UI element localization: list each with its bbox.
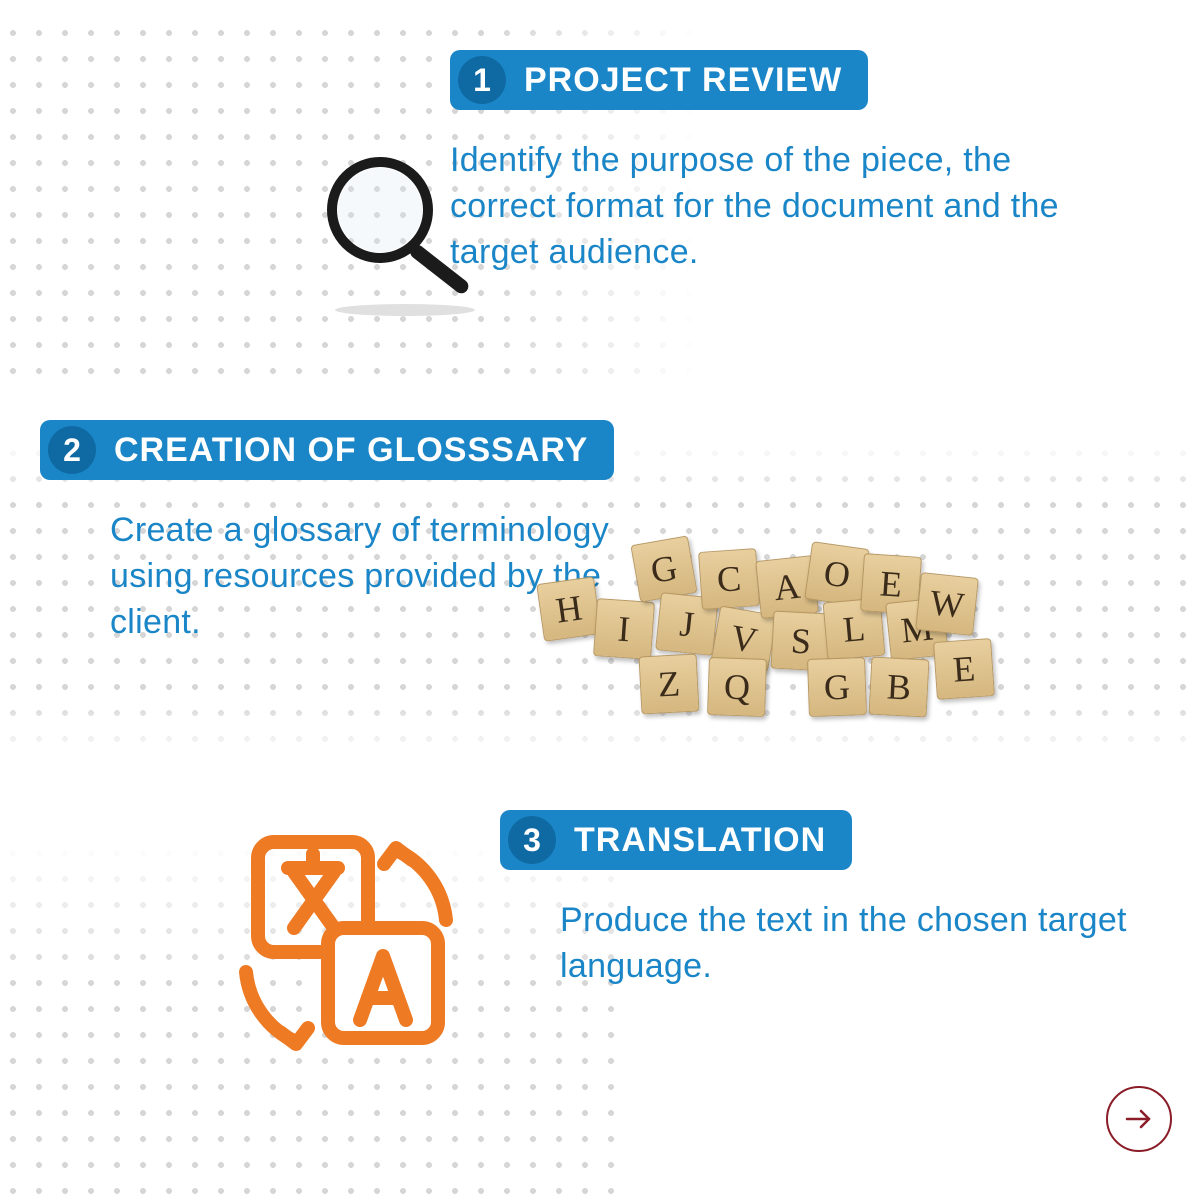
step-3: 3 TRANSLATION Produce the text in the ch…	[500, 810, 1180, 990]
step-1-number: 1	[458, 56, 506, 104]
next-button[interactable]	[1106, 1086, 1172, 1152]
letter-block: B	[869, 657, 930, 718]
letter-block: C	[698, 548, 760, 610]
letter-block: Q	[707, 657, 767, 717]
step-3-title: TRANSLATION	[574, 821, 826, 860]
step-2-number: 2	[48, 426, 96, 474]
arrow-right-icon	[1121, 1101, 1157, 1137]
letter-block: W	[915, 572, 979, 636]
letter-block: G	[807, 657, 867, 717]
step-2-badge: 2 CREATION OF GLOSSSARY	[40, 420, 614, 480]
step-1: 1 PROJECT REVIEW Identify the purpose of…	[450, 50, 1170, 276]
step-3-number: 3	[508, 816, 556, 864]
letter-block: I	[593, 598, 655, 660]
translate-icon	[210, 810, 480, 1085]
step-3-badge: 3 TRANSLATION	[500, 810, 852, 870]
letter-block: H	[536, 576, 602, 642]
step-1-badge: 1 PROJECT REVIEW	[450, 50, 868, 110]
step-2-title: CREATION OF GLOSSSARY	[114, 431, 588, 470]
step-3-description: Produce the text in the chosen target la…	[560, 898, 1200, 990]
letter-block: O	[804, 541, 870, 607]
letter-blocks-icon: HIGJCVASOLEMWZQGBE	[540, 540, 1010, 740]
step-1-description: Identify the purpose of the piece, the c…	[450, 138, 1110, 276]
step-1-title: PROJECT REVIEW	[524, 61, 842, 100]
letter-block: Z	[639, 654, 700, 715]
letter-block: E	[933, 638, 995, 700]
